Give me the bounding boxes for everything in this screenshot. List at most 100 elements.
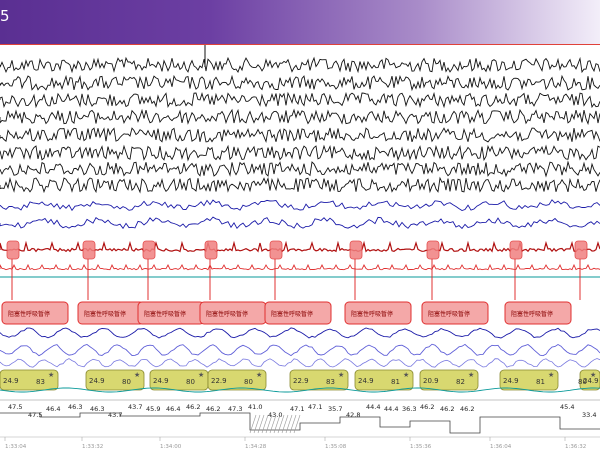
spo2-event-duration: 24.9 bbox=[89, 377, 105, 385]
spo2-event-box bbox=[85, 369, 145, 391]
apnea-event-box bbox=[264, 301, 332, 325]
hr-value: 46.3 bbox=[68, 403, 82, 411]
arousal-marker bbox=[204, 240, 218, 260]
spo2-event-duration: 20.9 bbox=[423, 377, 439, 385]
hatch-line bbox=[253, 414, 261, 434]
hr-value: 36.3 bbox=[402, 405, 416, 413]
hr-value: 46.2 bbox=[420, 403, 434, 411]
hatch-line bbox=[285, 414, 293, 434]
time-label: 1:35:08 bbox=[325, 444, 347, 450]
event-markers: 阻塞性呼吸暂停 阻塞性呼吸暂停 阻塞性呼吸暂停 阻塞性呼吸暂停 阻塞性呼吸暂停 阻塞性呼吸… bbox=[1, 240, 588, 325]
hr-value: 41.0 bbox=[248, 403, 262, 411]
arousal-marker bbox=[6, 240, 20, 260]
hr-value: 47.3 bbox=[228, 405, 242, 413]
spo2-event-box bbox=[0, 369, 59, 391]
spo2-event-box bbox=[579, 369, 600, 391]
arousal-marker bbox=[509, 240, 523, 260]
time-label: 1:34:00 bbox=[160, 444, 182, 450]
spo2-event-duration: 22.9 bbox=[211, 377, 227, 385]
eog-trace bbox=[0, 199, 600, 212]
time-label: 1:33:32 bbox=[82, 444, 103, 450]
time-label: 1:34:28 bbox=[245, 444, 267, 450]
header-title: 5 bbox=[0, 7, 10, 25]
ecg-channel bbox=[0, 240, 600, 278]
hr-value: 46.4 bbox=[46, 405, 60, 413]
spo2-trace bbox=[0, 387, 600, 393]
eeg-trace bbox=[0, 91, 600, 109]
hr-value: 35.7 bbox=[328, 405, 342, 413]
hr-value: 44.4 bbox=[384, 405, 398, 413]
apnea-event-label: 阻塞性呼吸暂停 bbox=[271, 310, 313, 318]
hatched-region bbox=[249, 414, 301, 434]
spo2-event-value: 82 bbox=[456, 378, 465, 386]
apnea-event-box bbox=[504, 301, 572, 325]
apnea-event-label: 阻塞性呼吸暂停 bbox=[351, 310, 393, 318]
spo2-event-value: 81 bbox=[536, 378, 545, 386]
star-icon: ★ bbox=[338, 371, 344, 379]
hr-value: 42.8 bbox=[346, 411, 360, 419]
spo2-event-box bbox=[354, 369, 414, 391]
arousal-marker bbox=[269, 240, 283, 260]
hr-value: 44.4 bbox=[366, 403, 380, 411]
hatch-line bbox=[249, 414, 257, 434]
eeg-trace bbox=[0, 74, 600, 92]
hatch-line bbox=[269, 414, 277, 434]
hatch-line bbox=[277, 414, 285, 434]
time-axis: 1:33:04 1:33:32 1:34:00 1:34:28 1:35:08 1:35:… bbox=[0, 436, 600, 450]
star-icon: ★ bbox=[403, 371, 409, 379]
resp-trace-3 bbox=[0, 358, 600, 368]
heart-rate-strip: 47.5 47.5 46.4 46.3 46.3 43.7 43.7 45.9 46.4 46.2… bbox=[0, 399, 600, 434]
apnea-event-box bbox=[344, 301, 412, 325]
spo2-event-box bbox=[289, 369, 349, 391]
time-label: 1:33:04 bbox=[5, 444, 27, 450]
eeg-trace bbox=[0, 108, 600, 126]
time-label: 1:35:36 bbox=[410, 444, 432, 450]
spo2-event-duration: 24.9 bbox=[3, 377, 19, 385]
respiratory-channels bbox=[0, 327, 600, 368]
hatch-line bbox=[261, 414, 269, 434]
hatch-line bbox=[281, 414, 289, 434]
eeg-trace bbox=[0, 144, 600, 162]
star-icon: ★ bbox=[468, 371, 474, 379]
eeg-trace bbox=[0, 127, 600, 144]
star-icon: ★ bbox=[256, 371, 262, 379]
spo2-event-duration: 24.9 bbox=[153, 377, 169, 385]
star-icon: ★ bbox=[48, 371, 54, 379]
apnea-event-label: 阻塞性呼吸暂停 bbox=[206, 310, 248, 318]
apnea-event-label: 阻塞性呼吸暂停 bbox=[511, 310, 553, 318]
apnea-event-label: 阻塞性呼吸暂停 bbox=[144, 310, 186, 318]
eog-trace bbox=[0, 216, 600, 230]
star-icon: ★ bbox=[590, 371, 596, 379]
eeg-trace bbox=[0, 56, 600, 74]
resp-trace-1 bbox=[0, 327, 600, 339]
header-bar: 5 bbox=[0, 0, 600, 44]
spo2-event-value: 80 bbox=[186, 378, 195, 386]
header-divider bbox=[0, 44, 600, 45]
hr-value: 46.2 bbox=[206, 405, 220, 413]
time-label: 1:36:32 bbox=[565, 444, 586, 450]
star-icon: ★ bbox=[134, 371, 140, 379]
hatch-line bbox=[273, 414, 281, 434]
apnea-event-label: 阻塞性呼吸暂停 bbox=[428, 310, 470, 318]
hr-value: 47.1 bbox=[290, 405, 304, 413]
time-label: 1:36:04 bbox=[490, 444, 512, 450]
arousal-marker bbox=[142, 240, 156, 260]
spo2-event-box bbox=[419, 369, 479, 391]
spo2-event-value: 83 bbox=[326, 378, 335, 386]
arousal-marker bbox=[82, 240, 96, 260]
eeg-trace bbox=[0, 176, 600, 194]
spo2-events: 24.9 83★24.9 80★24.9 80★22.9 80★22.9 83★24.9 8… bbox=[0, 369, 600, 393]
hr-value: 45.9 bbox=[146, 405, 160, 413]
ecg-trace bbox=[0, 240, 600, 253]
arousal-marker bbox=[574, 240, 588, 260]
hatch-line bbox=[265, 414, 273, 434]
hr-value: 43.7 bbox=[108, 411, 122, 419]
polysomnography-trace-view[interactable]: 阻塞性呼吸暂停 阻塞性呼吸暂停 阻塞性呼吸暂停 阻塞性呼吸暂停 阻塞性呼吸暂停 阻塞性呼吸… bbox=[0, 45, 600, 450]
star-icon: ★ bbox=[198, 371, 204, 379]
spo2-event-value: 80 bbox=[578, 378, 587, 386]
apnea-event-box bbox=[421, 301, 489, 325]
hatch-line bbox=[289, 414, 297, 434]
spo2-event-duration: 22.9 bbox=[293, 377, 309, 385]
hr-step-trace bbox=[0, 412, 600, 434]
hr-value: 46.2 bbox=[460, 405, 474, 413]
